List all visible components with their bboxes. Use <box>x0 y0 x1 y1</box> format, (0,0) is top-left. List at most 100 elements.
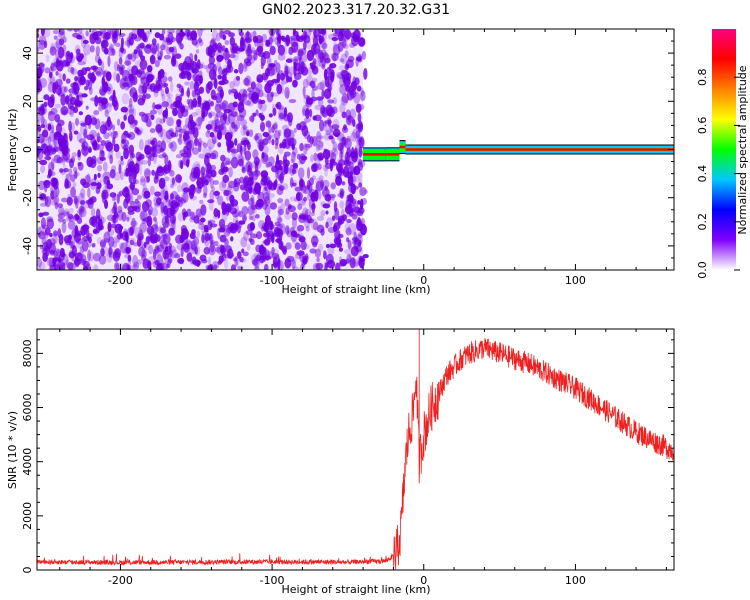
noise-blob <box>68 262 76 270</box>
colorbar-ticks: 0.0 0.2 0.4 0.6 0.8 <box>696 68 740 279</box>
noise-blob <box>241 191 250 202</box>
noise-blob <box>58 31 66 39</box>
noise-blob <box>98 255 107 265</box>
noise-blob <box>135 60 143 68</box>
noise-blob <box>285 34 291 47</box>
noise-blob <box>263 197 272 205</box>
noise-blob <box>72 106 79 114</box>
noise-blob <box>191 239 197 252</box>
noise-blob <box>116 205 123 213</box>
noise-blob <box>299 232 303 243</box>
noise-blob <box>49 66 53 78</box>
noise-blob <box>99 124 108 135</box>
noise-blob <box>324 119 333 125</box>
noise-blob <box>321 55 326 68</box>
noise-blob <box>119 66 124 76</box>
noise-blob <box>149 128 156 134</box>
noise-blob <box>304 107 310 119</box>
noise-blob <box>282 35 286 43</box>
noise-blob <box>217 130 222 140</box>
noise-blob <box>269 65 278 76</box>
noise-blob <box>339 143 343 152</box>
noise-blob <box>144 145 152 155</box>
noise-blob <box>321 89 325 100</box>
noise-blob <box>37 33 40 38</box>
noise-blob <box>294 242 301 250</box>
noise-blob <box>267 193 275 199</box>
noise-blob <box>138 246 146 257</box>
noise-blob <box>198 153 206 159</box>
noise-blob <box>127 104 135 113</box>
noise-blob <box>253 256 261 269</box>
noise-blob <box>68 120 72 133</box>
noise-blob <box>327 79 333 86</box>
noise-blob <box>148 209 152 216</box>
noise-blob <box>58 233 64 246</box>
noise-blob <box>71 228 79 239</box>
noise-blob <box>39 103 47 116</box>
noise-blob <box>201 233 205 244</box>
noise-blob <box>225 227 234 234</box>
noise-blob <box>141 84 147 95</box>
noise-blob <box>347 239 352 250</box>
noise-blob <box>129 225 137 230</box>
noise-blob <box>176 120 181 128</box>
noise-blob <box>227 248 234 260</box>
noise-blob <box>45 54 50 63</box>
noise-blob <box>266 187 271 198</box>
noise-blob <box>198 137 202 147</box>
noise-blob <box>228 89 232 95</box>
noise-blob <box>340 136 348 147</box>
noise-blob <box>157 164 163 170</box>
noise-blob <box>50 189 58 200</box>
noise-blob <box>167 93 174 99</box>
noise-blob <box>200 204 207 216</box>
noise-blob <box>215 100 220 108</box>
snr-plot-area <box>37 329 674 570</box>
noise-blob <box>108 149 114 159</box>
noise-blob <box>134 198 139 204</box>
noise-blob <box>188 119 192 126</box>
noise-blob <box>62 36 67 43</box>
noise-blob <box>197 115 203 125</box>
noise-blob <box>142 217 151 223</box>
noise-blob <box>247 92 255 100</box>
noise-blob <box>190 61 198 72</box>
noise-blob <box>55 81 59 90</box>
noise-blob <box>250 196 255 205</box>
noise-blob <box>162 110 168 118</box>
noise-blob <box>323 68 328 81</box>
noise-blob <box>318 49 324 59</box>
noise-blob <box>279 172 284 184</box>
noise-blob <box>129 89 133 94</box>
noise-blob <box>239 256 244 263</box>
noise-blob <box>156 244 165 252</box>
noise-blob <box>202 142 208 148</box>
noise-blob <box>212 261 220 270</box>
noise-blob <box>162 198 171 208</box>
noise-blob <box>324 185 328 191</box>
noise-blob <box>163 54 171 60</box>
noise-blob <box>250 194 255 202</box>
noise-blob <box>239 184 247 191</box>
noise-blob <box>114 223 123 234</box>
noise-blob <box>132 75 138 86</box>
noise-blob <box>168 258 173 264</box>
noise-blob <box>187 98 193 111</box>
noise-blob <box>142 183 147 193</box>
noise-blob <box>268 156 275 167</box>
noise-blob <box>199 29 206 32</box>
noise-blob <box>58 72 62 78</box>
noise-blob <box>46 174 51 179</box>
noise-blob <box>44 196 52 208</box>
noise-blob <box>126 264 130 270</box>
noise-blob <box>46 257 54 267</box>
noise-blob <box>109 43 114 52</box>
noise-blob <box>100 140 106 146</box>
noise-blob <box>197 183 202 192</box>
noise-blob <box>207 99 212 111</box>
noise-blob <box>292 30 299 37</box>
noise-blob <box>189 80 195 90</box>
noise-blob <box>247 87 255 93</box>
noise-blob <box>312 35 319 47</box>
